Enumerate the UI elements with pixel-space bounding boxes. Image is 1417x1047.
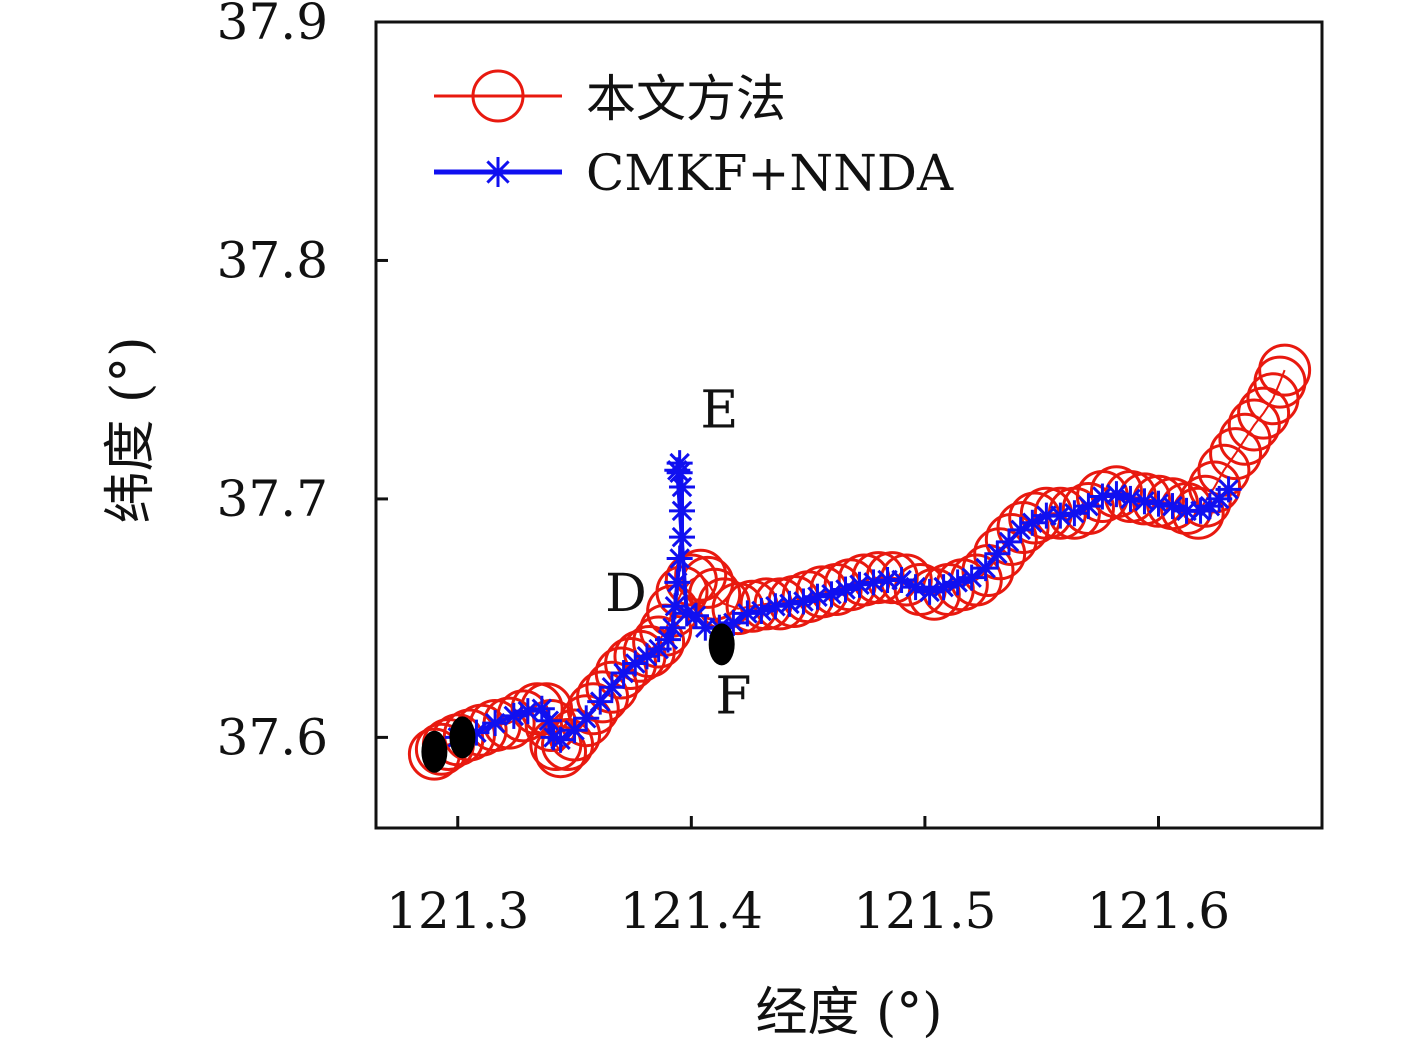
proposed-point xyxy=(1218,412,1272,466)
cmkf-point xyxy=(598,674,625,701)
proposed-point xyxy=(632,615,686,669)
endpoint-marker xyxy=(708,623,735,666)
cmkf-point xyxy=(587,688,614,715)
cmkf-point xyxy=(888,567,915,593)
star-stroke xyxy=(601,677,623,698)
star-stroke xyxy=(669,548,690,569)
star-stroke xyxy=(807,586,828,607)
cmkf-point xyxy=(668,524,695,551)
star-stroke xyxy=(905,576,926,598)
x-tick-label: 121.4 xyxy=(620,882,763,940)
x-axis: 121.3 121.4 121.5 121.6 xyxy=(386,816,1230,940)
cmkf-point xyxy=(668,497,695,524)
star-stroke xyxy=(589,691,611,712)
y-tick-label: 37.7 xyxy=(217,470,328,528)
annotation-label: E xyxy=(700,380,738,440)
cmkf-point xyxy=(664,457,691,484)
star-stroke xyxy=(531,698,553,720)
star-stroke xyxy=(486,160,510,184)
cmkf-point xyxy=(659,614,686,641)
y-tick-label: 37.6 xyxy=(217,708,328,766)
star-stroke xyxy=(667,460,688,481)
legend-circle-marker xyxy=(471,69,525,123)
star-stroke xyxy=(849,574,870,596)
endpoint-marker xyxy=(421,730,448,773)
star-stroke xyxy=(550,729,571,751)
annotations: D E F xyxy=(605,380,751,726)
proposed-point xyxy=(1258,343,1312,397)
cmkf-point xyxy=(664,569,691,596)
annotation-label: F xyxy=(715,667,751,727)
proposed-point xyxy=(1237,386,1291,440)
x-tick-label: 121.5 xyxy=(853,882,996,940)
star-stroke xyxy=(765,595,786,617)
star-stroke xyxy=(779,593,800,615)
star-stroke xyxy=(1106,483,1127,505)
star-stroke xyxy=(1092,486,1113,507)
proposed-point xyxy=(1178,474,1232,528)
cmkf-point xyxy=(666,545,693,572)
x-axis-label: 经度 (°) xyxy=(755,983,942,1043)
proposed-point xyxy=(594,646,648,700)
star-stroke xyxy=(863,572,884,593)
proposed-point xyxy=(1061,481,1115,535)
cmkf-point xyxy=(972,555,999,582)
cmkf-point xyxy=(1061,500,1088,527)
cmkf-point xyxy=(683,602,710,629)
star-stroke xyxy=(676,603,697,624)
annotation-label: D xyxy=(605,564,647,624)
x-tick-label: 121.6 xyxy=(1087,882,1230,940)
plot-frame xyxy=(374,20,1324,830)
cmkf-point xyxy=(958,564,985,591)
legend: 本文方法 CMKF+NNDA xyxy=(434,69,954,202)
legend-star-marker xyxy=(483,157,513,187)
star-stroke xyxy=(1050,505,1071,526)
legend-star-glyph xyxy=(483,157,513,187)
cmkf-point xyxy=(535,707,562,734)
y-axis: 37.6 37.7 37.8 37.9 xyxy=(217,0,388,766)
star-stroke xyxy=(671,500,693,522)
star-stroke xyxy=(961,567,982,588)
endpoint-marker xyxy=(449,716,476,759)
star-stroke xyxy=(891,569,912,591)
cmkf-point xyxy=(1215,476,1242,503)
star-stroke xyxy=(685,605,707,627)
cmkf-point xyxy=(1075,493,1102,520)
star-stroke xyxy=(664,595,686,617)
star-stroke xyxy=(671,526,693,548)
legend-label-proposed: 本文方法 xyxy=(586,70,786,128)
proposed-point xyxy=(510,682,564,736)
star-stroke xyxy=(975,557,996,579)
star-stroke xyxy=(1218,479,1239,500)
star-stroke xyxy=(517,700,539,722)
y-tick-label: 37.9 xyxy=(217,0,328,51)
proposed-point xyxy=(1227,398,1281,452)
star-stroke xyxy=(613,662,634,684)
cmkf-point xyxy=(482,710,509,737)
cmkf-point xyxy=(1007,516,1034,543)
x-tick-label: 121.3 xyxy=(386,882,529,940)
cmkf-point xyxy=(547,726,574,753)
proposed-point xyxy=(1209,427,1263,481)
cmkf-point xyxy=(1019,509,1046,536)
proposed-point xyxy=(622,625,676,679)
star-stroke xyxy=(1162,495,1183,517)
proposed-point xyxy=(566,682,620,736)
endpoint-markers xyxy=(421,623,735,773)
star-stroke xyxy=(538,710,560,731)
y-tick-label: 37.8 xyxy=(217,231,328,289)
cmkf-point xyxy=(573,705,600,732)
y-axis-label: 纬度 (°) xyxy=(101,336,161,523)
legend-label-cmkf: CMKF+NNDA xyxy=(586,144,954,202)
star-stroke xyxy=(1078,495,1099,517)
star-stroke xyxy=(737,603,758,624)
star-stroke xyxy=(575,708,597,729)
series-cmkf-nnda xyxy=(444,450,1242,753)
star-stroke xyxy=(667,572,688,593)
